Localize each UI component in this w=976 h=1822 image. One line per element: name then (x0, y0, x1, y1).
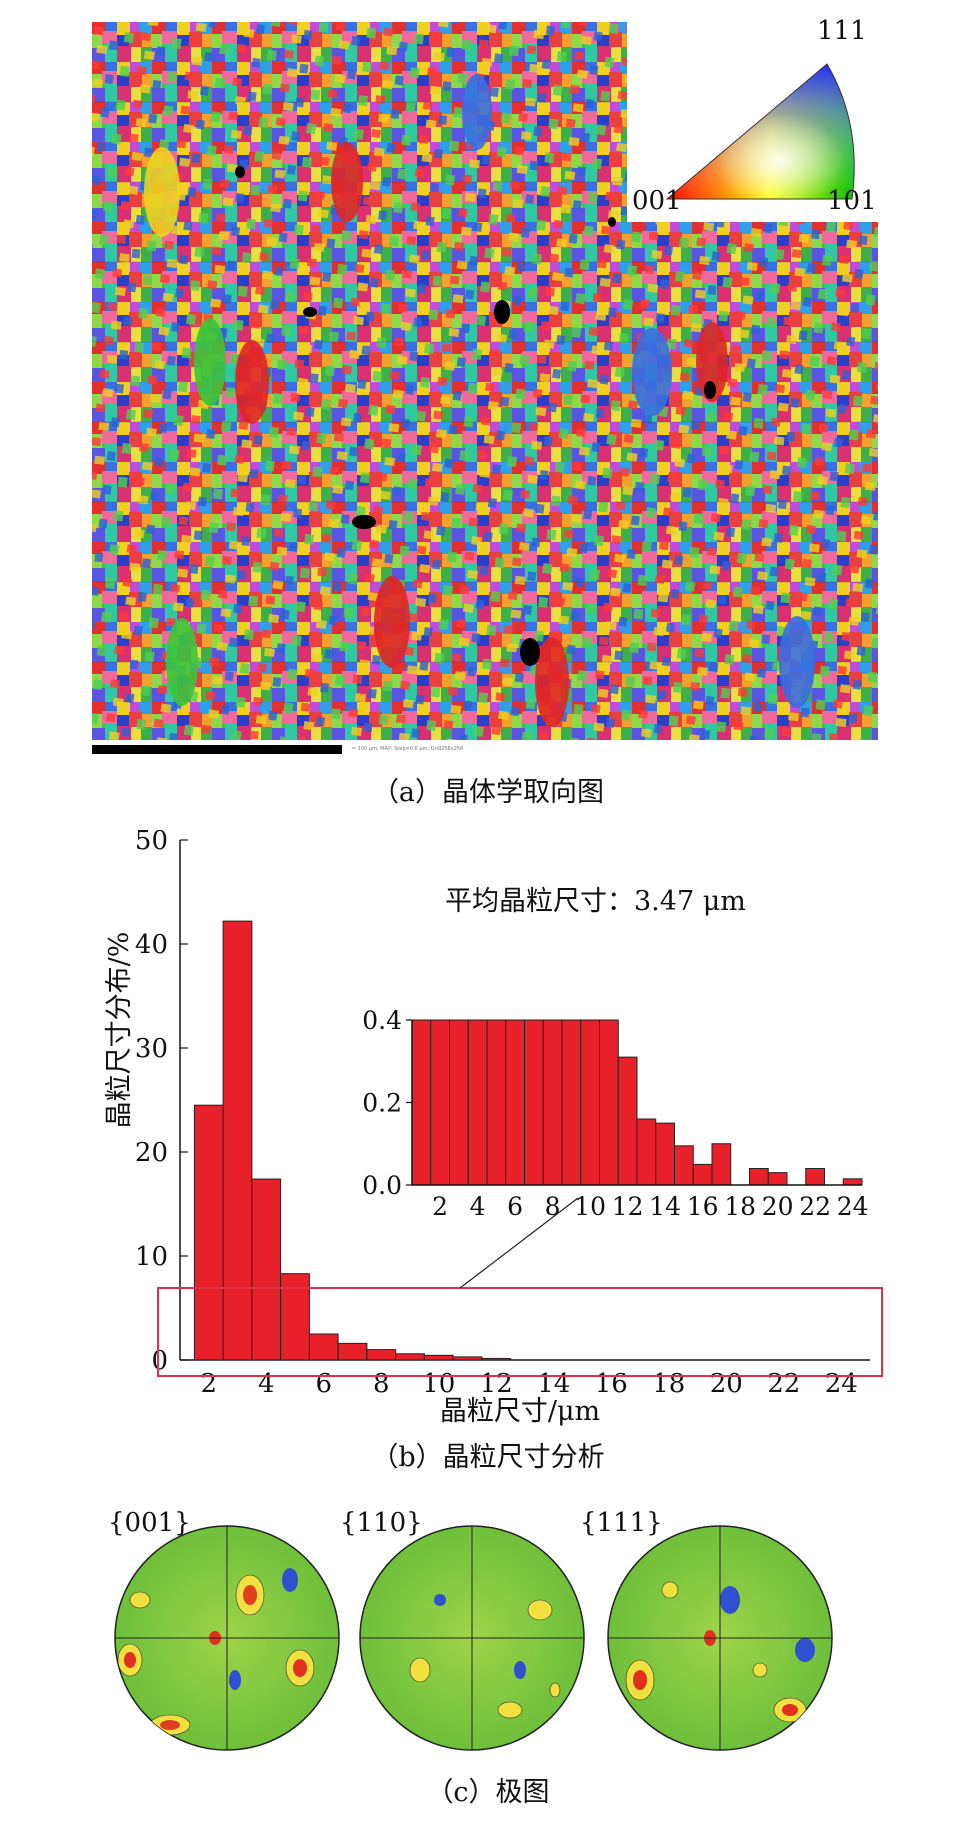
pole-figures (114, 1525, 833, 1751)
inset-histogram-bar (749, 1168, 769, 1186)
histogram-bar (423, 1354, 454, 1361)
inset-histogram-bar (711, 1143, 732, 1186)
x-tick-label: 20 (710, 1369, 743, 1399)
inset-x-tick-label: 12 (612, 1192, 644, 1221)
x-tick-label: 24 (825, 1369, 858, 1399)
caption-a: （a）晶体学取向图 (371, 777, 605, 808)
y-tick-label: 50 (135, 830, 168, 856)
ipf-label-001: 001 (632, 186, 682, 216)
y-axis-label: 晶粒尺寸分布/% (104, 932, 135, 1129)
ipf-label-101: 101 (827, 186, 877, 216)
x-tick-label: 10 (422, 1369, 455, 1399)
y-tick-label: 40 (135, 930, 168, 960)
histogram-bar (280, 1273, 310, 1361)
inset-y-tick-label: 0.2 (362, 1089, 402, 1118)
inset-histogram-bar (636, 1118, 657, 1186)
x-tick-label: 14 (537, 1369, 570, 1399)
inset-bars (411, 1019, 863, 1186)
x-tick-label: 4 (258, 1369, 275, 1399)
inset-histogram-bar (617, 1056, 638, 1186)
inset-histogram-bar (486, 1019, 507, 1186)
inset-ticks: 0.00.20.42 4 6 8 10 12 14 16 18 20 22 24 (362, 1006, 868, 1221)
histogram-bar (481, 1357, 512, 1361)
inset-histogram-bar (580, 1019, 600, 1186)
pole-label-111: {111} (580, 1508, 663, 1538)
x-tick-label: 22 (767, 1369, 800, 1399)
inset-x-tick-label: 6 (507, 1192, 523, 1221)
inset-histogram-bar (692, 1163, 713, 1186)
inset-histogram-bar (805, 1168, 825, 1186)
inset-histogram-bar (599, 1019, 619, 1186)
inset-x-tick-label: 20 (762, 1192, 794, 1221)
inset-x-tick-label: 14 (649, 1192, 681, 1221)
ipf-label-111: 111 (817, 16, 867, 46)
callout-line (459, 1197, 579, 1289)
pole-figure-001 (114, 1525, 340, 1751)
inset-x-tick-label: 2 (432, 1192, 448, 1221)
inset-y-tick-label: 0.0 (362, 1171, 402, 1200)
pole-figure-110 (359, 1525, 585, 1751)
x-axis-label: 晶粒尺寸/μm (440, 1396, 600, 1427)
y-tick-label: 10 (135, 1242, 168, 1272)
inset-histogram-bar (467, 1019, 488, 1186)
inset-x-tick-label: 18 (724, 1192, 756, 1221)
inset-x-tick-label: 4 (470, 1192, 486, 1221)
y-tick-label: 30 (135, 1034, 168, 1064)
inset-histogram-bar (449, 1019, 469, 1186)
histogram-bar (193, 1104, 224, 1361)
pole-figure-111 (607, 1525, 833, 1751)
pole-label-110: {110} (340, 1508, 423, 1538)
histogram-bar (395, 1353, 425, 1361)
histogram-bar (251, 1178, 282, 1361)
histogram-bar (337, 1342, 368, 1361)
caption-b: （b）晶粒尺寸分析 (371, 1442, 605, 1473)
inset-x-tick-label: 22 (799, 1192, 831, 1221)
inset-histogram-bar (430, 1019, 450, 1186)
highlight-box (157, 1287, 883, 1377)
x-tick-label: 16 (595, 1369, 628, 1399)
ipf-color-key (665, 63, 855, 200)
x-tick-label: 12 (480, 1369, 513, 1399)
inset-histogram-bar (524, 1019, 544, 1186)
x-tick-label: 2 (200, 1369, 217, 1399)
x-tick-label: 6 (315, 1369, 332, 1399)
inset-histogram-bar (842, 1178, 863, 1186)
histogram-bar (452, 1356, 483, 1361)
scale-bar-text: = 100 μm; MAP; Step=0.6 μm; Grid256x256 (352, 746, 464, 752)
inset-y-tick-label: 0.4 (362, 1006, 402, 1035)
inset-histogram-bar (767, 1172, 788, 1186)
inset-x-tick-label: 16 (687, 1192, 719, 1221)
inset-x-tick-label: 24 (837, 1192, 869, 1221)
histogram-bar (308, 1333, 339, 1361)
mean-grain-size-annotation: 平均晶粒尺寸：3.47 μm (445, 886, 746, 917)
x-tick-label: 8 (373, 1369, 390, 1399)
inset-histogram-bar (411, 1019, 432, 1186)
inset-histogram-bar (542, 1019, 563, 1186)
y-tick-label: 0 (151, 1346, 168, 1376)
main-bars (193, 920, 512, 1361)
y-tick-label: 20 (135, 1138, 168, 1168)
histogram-bar (222, 920, 253, 1361)
x-tick-label: 18 (652, 1369, 685, 1399)
pole-label-001: {001} (108, 1508, 191, 1538)
ebsd-orientation-map: 111 001 101 = 100 μm; MAP; Step=0.6 μm; … (92, 16, 878, 764)
inset-histogram-bar (561, 1019, 582, 1186)
inset-histogram-bar (674, 1145, 694, 1186)
inset-x-tick-label: 10 (574, 1192, 606, 1221)
histogram-bar (366, 1349, 397, 1361)
inset-histogram-bar (505, 1019, 525, 1186)
caption-c: （c）极图 (426, 1777, 550, 1808)
inset-histogram-bar (655, 1122, 675, 1186)
